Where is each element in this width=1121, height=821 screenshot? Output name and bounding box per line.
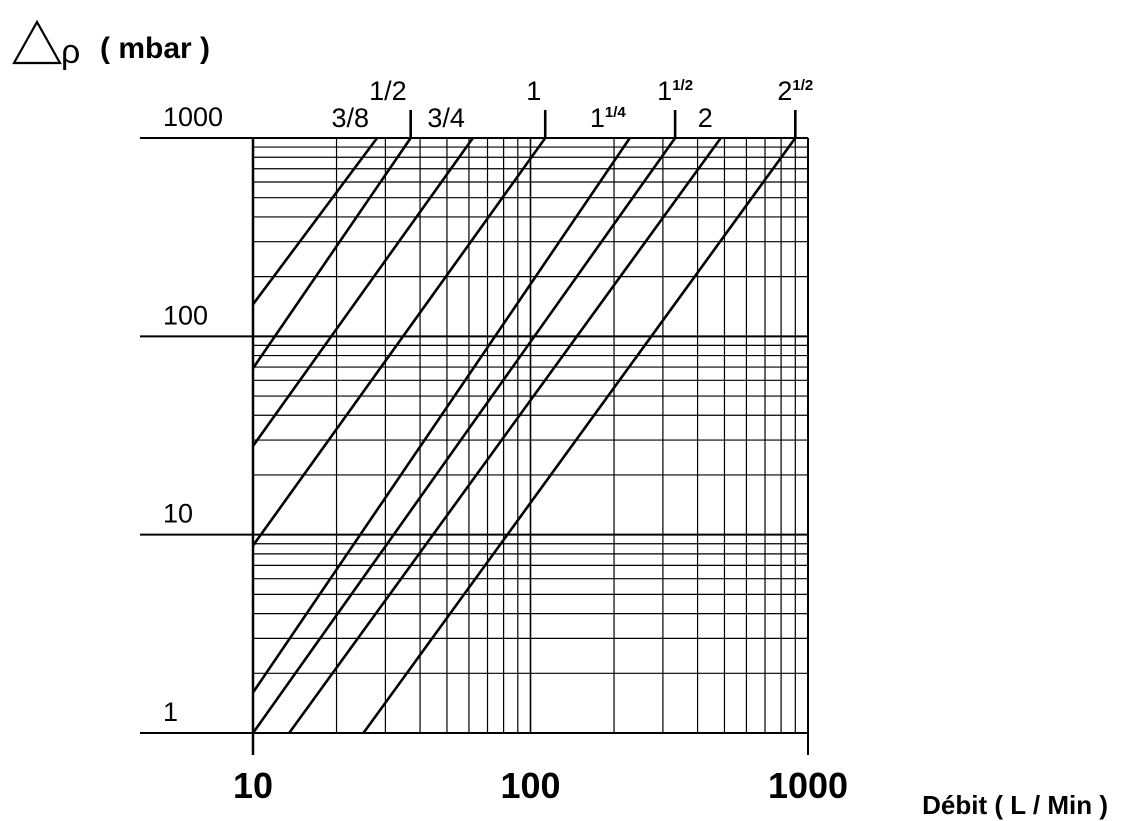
series-line bbox=[251, 137, 547, 547]
axes: 1 10 100 1000 10 100 1000 ρ ( mbar ) Débit ( L / … bbox=[12, 19, 1108, 820]
series-label: 1 bbox=[526, 76, 541, 106]
x-tick-label: 10 bbox=[233, 765, 273, 806]
series-lines bbox=[251, 137, 797, 734]
series-label: 3/8 bbox=[332, 103, 370, 133]
y-tick-label: 10 bbox=[163, 499, 193, 529]
ylabel-unit: ( mbar ) bbox=[100, 32, 210, 65]
delta-symbol-icon bbox=[12, 19, 62, 65]
series-line bbox=[251, 137, 474, 447]
series-line bbox=[251, 137, 631, 694]
series-line bbox=[251, 137, 379, 306]
x-tick-label: 1000 bbox=[768, 765, 848, 806]
grid-lines bbox=[253, 138, 808, 733]
y-tick-label: 1 bbox=[163, 697, 178, 727]
series-line bbox=[362, 137, 797, 734]
x-axis-label: Débit ( L / Min ) bbox=[922, 790, 1108, 820]
series-line bbox=[251, 137, 677, 734]
series-line bbox=[251, 137, 412, 370]
series-label: 11/2 bbox=[657, 76, 693, 106]
x-tick-label: 100 bbox=[500, 765, 560, 806]
y-tick-label: 100 bbox=[163, 300, 208, 330]
series-label: 1/2 bbox=[369, 76, 407, 106]
series-label: 2 bbox=[698, 103, 713, 133]
series-label: 3/4 bbox=[427, 103, 465, 133]
y-tick-label: 1000 bbox=[163, 102, 223, 132]
series-line bbox=[288, 137, 722, 734]
series-label: 21/2 bbox=[777, 76, 813, 106]
series-label: 11/4 bbox=[590, 103, 627, 133]
labels: 3/81/2 3/4 1 11/4 11/22 21/2 bbox=[332, 76, 813, 138]
ylabel-symbol: ρ bbox=[61, 33, 80, 71]
